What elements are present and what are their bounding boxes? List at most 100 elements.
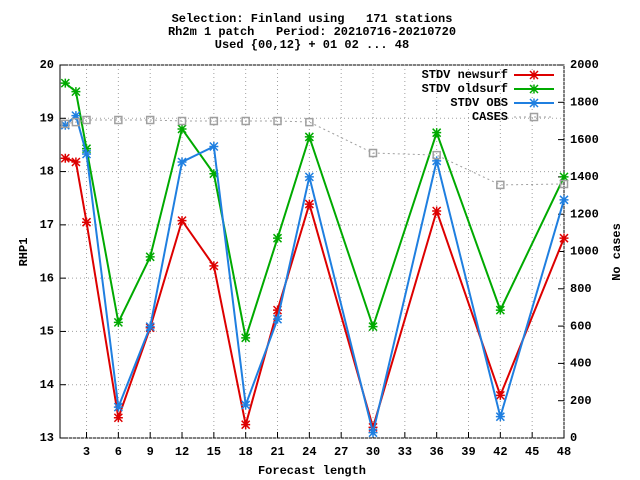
y2-tick-label: 2000: [570, 58, 599, 72]
star-marker: [71, 157, 81, 167]
square-marker: [71, 117, 81, 127]
x-tick-label: 36: [429, 445, 443, 459]
y-axis-label: RHP1: [17, 238, 31, 267]
star-marker: [529, 98, 539, 108]
y2-tick-label: 800: [570, 282, 592, 296]
star-marker: [113, 402, 123, 412]
y-tick-label: 15: [40, 325, 54, 339]
star-marker: [432, 206, 442, 216]
star-marker: [71, 87, 81, 97]
star-marker: [81, 144, 92, 154]
x-tick-label: 12: [175, 445, 189, 459]
x-tick-label: 3: [83, 445, 90, 459]
star-marker: [304, 132, 314, 142]
star-marker: [304, 199, 314, 209]
y-tick-label: 13: [40, 431, 54, 445]
star-marker: [559, 233, 569, 243]
star-marker: [272, 233, 283, 243]
series-line: [64, 113, 565, 433]
x-tick-label: 30: [366, 445, 380, 459]
star-marker: [71, 111, 81, 121]
y-tick-label: 17: [40, 218, 54, 232]
star-marker: [81, 217, 92, 227]
square-marker: [305, 117, 314, 127]
chart-title: Used {00,12} + 01 02 ... 48: [215, 38, 409, 52]
star-marker: [304, 172, 314, 182]
star-marker: [241, 420, 251, 430]
y-tick-label: 14: [40, 378, 54, 392]
star-marker: [209, 169, 219, 179]
y2-tick-label: 400: [570, 357, 592, 371]
y2-tick-label: 1600: [570, 133, 599, 147]
star-marker: [177, 216, 187, 226]
series-line: [64, 157, 565, 431]
square-marker: [209, 116, 219, 126]
square-marker: [114, 115, 123, 125]
square-marker: [145, 115, 155, 125]
square-marker: [559, 179, 569, 189]
y-tick-label: 19: [40, 111, 54, 125]
y2-tick-label: 1400: [570, 170, 599, 184]
x-tick-label: 48: [557, 445, 571, 459]
star-marker: [559, 195, 569, 205]
legend-label: STDV OBS: [450, 96, 508, 110]
star-marker: [209, 141, 219, 152]
square-marker: [496, 180, 505, 190]
star-marker: [368, 428, 378, 438]
square-marker: [82, 115, 91, 125]
x-tick-label: 24: [302, 445, 316, 459]
square-marker: [241, 116, 250, 126]
star-marker: [60, 153, 70, 163]
y2-tick-label: 600: [570, 319, 592, 333]
square-marker: [368, 148, 378, 158]
star-marker: [432, 128, 442, 138]
star-marker: [529, 70, 539, 80]
star-marker: [272, 314, 283, 324]
legend-label: CASES: [472, 110, 508, 124]
x-axis-label: Forecast length: [258, 464, 366, 478]
square-marker: [273, 116, 282, 126]
star-marker: [495, 305, 505, 315]
square-marker: [61, 119, 70, 129]
star-marker: [145, 252, 155, 262]
star-marker: [241, 400, 251, 410]
star-marker: [145, 322, 155, 332]
x-tick-label: 39: [461, 445, 475, 459]
star-marker: [177, 157, 187, 167]
x-tick-label: 6: [115, 445, 122, 459]
y2-tick-label: 1200: [570, 207, 599, 221]
y2-tick-label: 200: [570, 394, 592, 408]
x-tick-label: 15: [207, 445, 221, 459]
star-marker: [241, 333, 251, 343]
legend-label: STDV oldsurf: [422, 82, 508, 96]
star-marker: [368, 322, 378, 332]
star-marker: [209, 261, 219, 271]
star-marker: [495, 390, 505, 400]
square-marker: [529, 112, 539, 122]
star-marker: [81, 149, 92, 159]
star-marker: [368, 422, 378, 432]
x-tick-label: 33: [398, 445, 412, 459]
legend-label: STDV newsurf: [422, 68, 508, 82]
star-marker: [60, 78, 70, 88]
x-tick-label: 21: [270, 445, 284, 459]
star-marker: [113, 317, 123, 327]
x-tick-label: 45: [525, 445, 539, 459]
x-tick-label: 27: [334, 445, 348, 459]
y2-axis-label: No cases: [610, 223, 624, 281]
square-marker: [177, 116, 187, 126]
x-tick-label: 18: [238, 445, 252, 459]
chart-title: Rh2m 1 patch Period: 20210716-20210720: [168, 25, 456, 39]
y2-tick-label: 1000: [570, 245, 599, 259]
series-line: [65, 119, 565, 186]
x-tick-label: 9: [147, 445, 154, 459]
star-marker: [432, 156, 442, 166]
star-marker: [113, 413, 123, 423]
star-marker: [60, 120, 70, 130]
y-tick-label: 16: [40, 271, 54, 285]
star-marker: [559, 172, 569, 182]
series-line: [64, 82, 565, 339]
x-tick-label: 42: [493, 445, 507, 459]
star-marker: [177, 124, 187, 134]
